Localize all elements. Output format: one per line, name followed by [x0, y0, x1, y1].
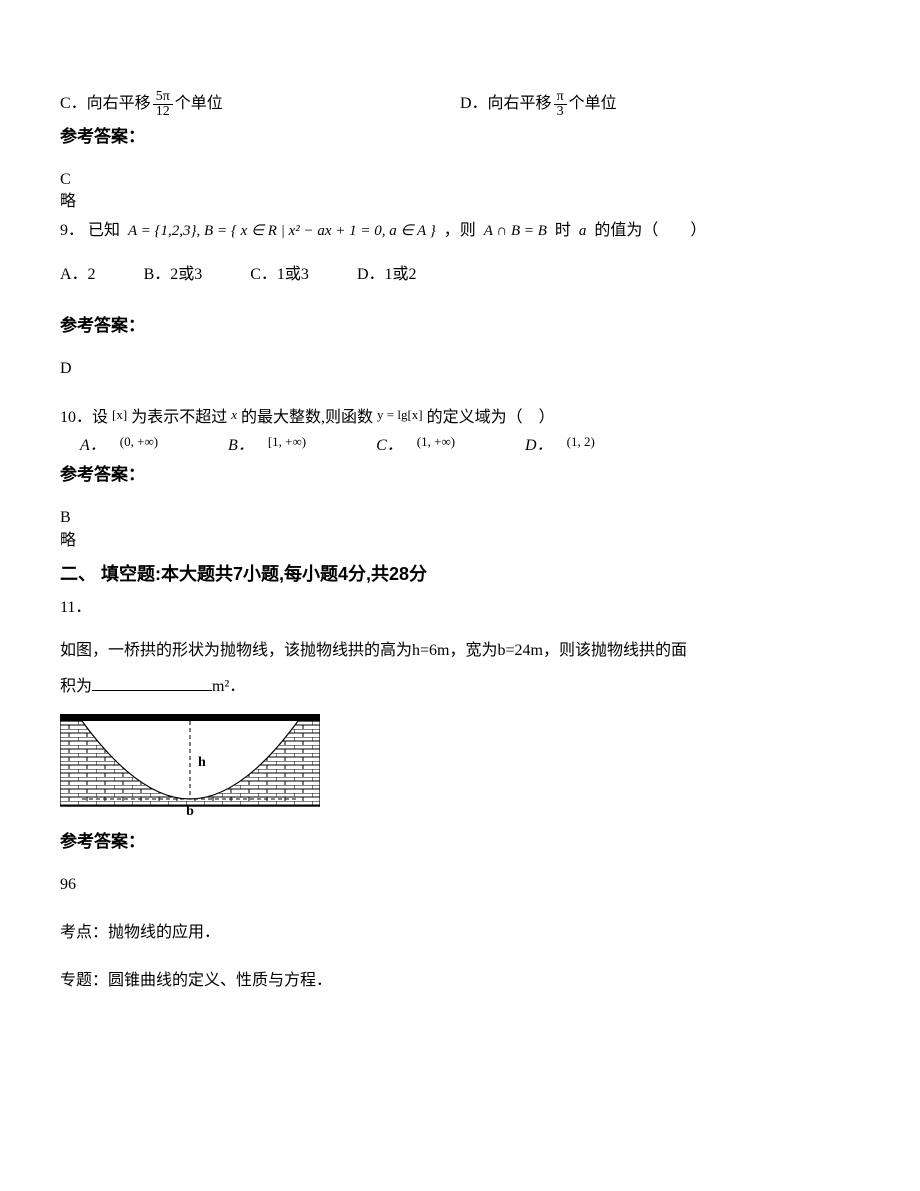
option-c: C．向右平移 5π 12 个单位 [60, 90, 460, 119]
q9-pre: 已知 [88, 222, 120, 239]
option-c-frac-den: 12 [153, 105, 173, 119]
q11-kd-label: 考点： [60, 924, 108, 941]
q11-zhuanti: 专题：圆锥曲线的定义、性质与方程． [60, 970, 860, 992]
q11-kd: 抛物线的应用． [108, 924, 220, 941]
q9-post1: 时 [555, 222, 571, 239]
svg-text:b: b [186, 804, 194, 816]
option-d-suffix: 个单位 [569, 93, 617, 115]
q10-fn: y = lg[x] [377, 407, 423, 422]
section-2-heading: 二、 填空题:本大题共7小题,每小题4分,共28分 [60, 562, 860, 587]
q11-kaodian: 考点：抛物线的应用． [60, 922, 860, 944]
question-9: 9． 已知 A = {1,2,3}, B = { x ∈ R | x² − ax… [60, 220, 860, 242]
q9-opt-a: A．2 [60, 264, 96, 286]
q11-number: 11． [60, 597, 860, 619]
bridge-deck [60, 714, 320, 721]
q10-optA: (0, +∞) [120, 433, 158, 451]
q10-bx: [x] [112, 407, 127, 422]
q10-x: x [231, 407, 237, 422]
q11-line2a: 积为 [60, 678, 92, 695]
question-10: 10．设 [x] 为表示不超过 x 的最大整数,则函数 y = lg[x] 的定… [60, 407, 860, 429]
q10-c: 的最大整数,则函数 [241, 409, 373, 426]
arch-figure: h b [60, 714, 320, 816]
option-c-frac-num: 5π [153, 90, 173, 105]
answer-label-11: 参考答案： [60, 830, 860, 854]
q10-labD: D． [525, 435, 553, 457]
q9-mid: ，则 [444, 222, 476, 239]
q10-b: 为表示不超过 [131, 409, 227, 426]
q11-body: 如图，一桥拱的形状为抛物线，该抛物线拱的高为h=6m，宽为b=24m，则该抛物线… [60, 633, 860, 703]
q11-line1: 如图，一桥拱的形状为抛物线，该抛物线拱的高为h=6m，宽为b=24m，则该抛物线… [60, 633, 860, 668]
q9-opt-c: C．1或3 [250, 264, 309, 286]
q11-blank [92, 675, 212, 690]
q9-var: a [579, 223, 587, 239]
q10-options: A． (0, +∞) B． [1, +∞) C． (1, +∞) D． (1, … [80, 435, 860, 457]
answer-10-note: 略 [60, 530, 860, 552]
q9-number: 9． [60, 222, 84, 239]
q9-post2: 的值为（ ） [594, 222, 706, 239]
answer-8: C [60, 169, 860, 191]
answer-8-note: 略 [60, 191, 860, 213]
q9-expression: A = {1,2,3}, B = { x ∈ R | x² − ax + 1 =… [128, 223, 436, 239]
q10-labB: B． [228, 435, 254, 457]
answer-9: D [60, 358, 860, 380]
option-d-fraction: π 3 [554, 90, 567, 119]
answer-11: 96 [60, 874, 860, 896]
q9-opt-d: D．1或2 [357, 264, 417, 286]
q10-labA: A． [80, 435, 106, 457]
option-c-fraction: 5π 12 [153, 90, 173, 119]
option-d-frac-num: π [554, 90, 567, 105]
q10-optB: [1, +∞) [268, 433, 306, 451]
answer-label-9: 参考答案： [60, 314, 860, 338]
svg-text:h: h [198, 755, 206, 770]
q9-opt-b: B．2或3 [144, 264, 203, 286]
arch-svg: h b [60, 721, 320, 816]
answer-label-10: 参考答案： [60, 463, 860, 487]
option-c-prefix: C．向右平移 [60, 93, 151, 115]
q10-d: 的定义域为（ ） [427, 409, 555, 426]
option-d: D．向右平移 π 3 个单位 [460, 90, 860, 119]
q9-cond: A ∩ B = B [484, 223, 547, 239]
q11-line2: 积为 m²． [60, 669, 860, 704]
q11-line2b: m²． [212, 678, 245, 695]
q10-labC: C． [376, 435, 403, 457]
q10-optC: (1, +∞) [417, 433, 455, 451]
q9-options: A．2 B．2或3 C．1或3 D．1或2 [60, 264, 860, 286]
option-row-cd: C．向右平移 5π 12 个单位 D．向右平移 π 3 个单位 [60, 90, 860, 119]
option-d-frac-den: 3 [554, 105, 567, 119]
q11-zt-label: 专题： [60, 972, 108, 989]
q10-optD: (1, 2) [567, 433, 595, 451]
answer-10: B [60, 507, 860, 529]
answer-label-8: 参考答案： [60, 125, 860, 149]
option-c-suffix: 个单位 [175, 93, 223, 115]
option-d-prefix: D．向右平移 [460, 93, 552, 115]
q11-zt: 圆锥曲线的定义、性质与方程． [108, 972, 332, 989]
q10-a: 10．设 [60, 409, 108, 426]
